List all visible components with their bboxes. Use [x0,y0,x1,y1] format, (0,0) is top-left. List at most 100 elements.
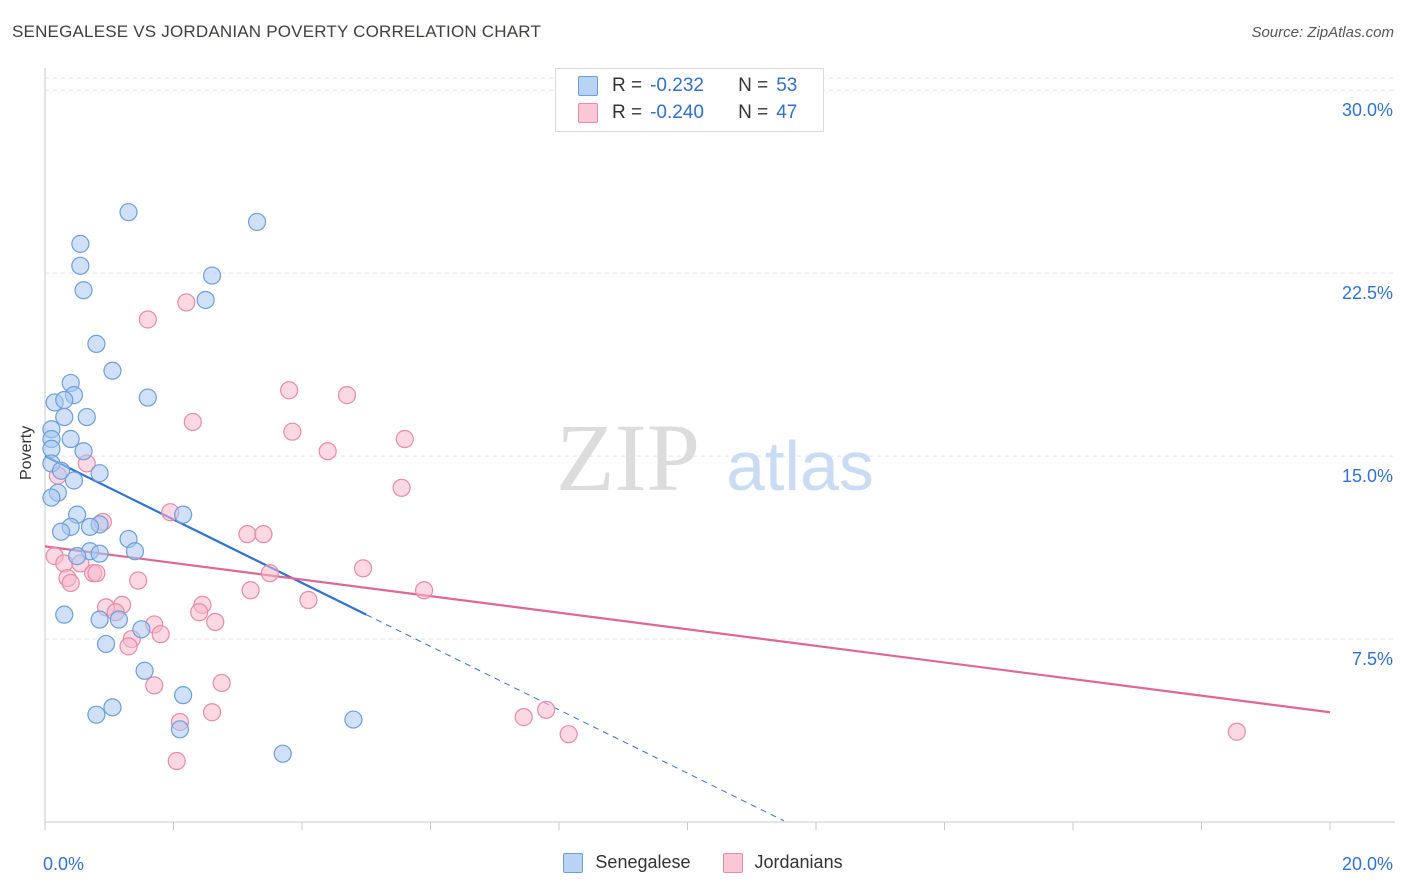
jordanian-point [280,381,299,400]
senegalese-point [87,334,106,353]
senegalese-point [109,610,128,629]
senegalese-point [61,429,80,449]
senegalese-point [55,605,74,624]
senegalese-point [202,266,222,285]
legend-row-senegalese: R = -0.232 N = 53 [578,74,797,98]
source-label: Source: ZipAtlas.com [1251,24,1394,41]
jordanian-point [206,612,225,632]
senegalese-point [51,461,71,480]
senegalese-point [68,547,87,566]
legend-n-value: 47 [776,102,798,123]
watermark: ZIP atlas [556,404,874,511]
axes [44,68,1395,830]
senegalese-point [87,705,106,724]
legend-swatch-jordanians [578,103,598,123]
senegalese-point [103,361,122,380]
senegalese-point [42,488,61,507]
correlation-legend: R = -0.232 N = 53 R = -0.240 N = 47 [555,68,824,132]
jordanian-point [318,442,337,461]
series-legend: Senegalese Jordanians [0,852,1406,873]
chart-title: SENEGALESE VS JORDANIAN POVERTY CORRELAT… [12,22,542,41]
senegalese-point [74,442,93,461]
legend-r-label: R = [612,102,643,123]
jordanian-point [392,478,411,497]
jordanian-point [238,525,257,544]
senegalese-point [119,203,138,222]
y-tick-label: 22.5% [1342,283,1393,303]
jordanian-point [559,725,578,744]
watermark-atlas: atlas [726,427,874,505]
jordanian-point [337,386,357,405]
legend-swatch-jordanians [722,852,743,873]
senegalese-point [90,610,109,629]
senegalese-point [125,542,145,561]
senegalese-point [55,390,74,410]
jordanian-point [129,571,148,590]
senegalese-point [51,522,71,541]
legend-swatch-senegalese [563,852,584,873]
jordanian-point [241,581,260,600]
legend-n-label: N = [738,75,769,96]
jordanian-point [183,412,202,432]
jordanian-point [202,703,222,722]
y-tick-label: 7.5% [1352,649,1393,669]
jordanian-point [395,429,414,449]
senegalese-point [71,256,90,275]
senegalese-point [96,634,116,654]
jordanian-point [145,676,164,695]
senegalese-point [196,290,215,310]
jordanian-point [353,559,373,578]
trend-lines [44,455,1331,822]
legend-swatch-senegalese [578,76,598,96]
jordanian-point [61,573,80,593]
watermark-zip: ZIP [556,404,700,511]
y-tick-label: 30.0% [1342,100,1393,120]
senegalese-point [132,620,151,639]
senegalese-point [55,407,74,427]
senegalese-point [80,517,100,536]
jordanian-trend-line [44,545,1331,714]
legend-label-jordanians: Jordanians [754,852,843,872]
jordanian-point [138,310,157,329]
legend-label-senegalese: Senegalese [595,852,691,872]
jordanian-point [190,603,209,622]
jordanian-point [299,590,318,610]
jordanian-point [119,637,138,656]
senegalese-trend-line [44,455,367,616]
jordanian-point [254,525,273,544]
senegalese-point [77,407,96,427]
legend-n-value: 53 [776,75,798,96]
jordanian-point [151,625,170,644]
legend-item-jordanians: Jordanians [722,852,843,873]
senegalese-point [344,710,363,729]
senegalese-point [170,720,190,739]
jordanian-point [212,673,231,693]
data-points [42,203,1246,771]
legend-r-value: -0.232 [650,75,704,96]
senegalese-trend-extension [366,614,785,822]
jordanian-point [283,422,302,441]
jordanian-point [514,708,533,727]
jordanian-point [537,700,556,719]
x-tick-label: 20.0% [1342,854,1393,874]
jordanian-point [260,564,279,583]
senegalese-point [138,388,157,407]
tick-labels: 7.5% 15.0% 22.5% 30.0% 0.0% 20.0% [43,100,1393,874]
legend-n-label: N = [738,102,769,123]
jordanian-point [177,293,196,312]
senegalese-point [71,234,90,253]
jordanian-point [167,751,186,771]
legend-r-value: -0.240 [650,102,704,123]
senegalese-point [174,505,193,524]
senegalese-point [64,471,84,490]
jordanian-point [87,564,106,583]
legend-row-jordanians: R = -0.240 N = 47 [578,101,797,125]
x-tick-label: 0.0% [43,854,84,874]
jordanian-point [1227,722,1246,741]
legend-item-senegalese: Senegalese [563,852,691,873]
senegalese-point [90,544,109,563]
legend-r-label: R = [612,75,643,96]
senegalese-point [74,281,93,300]
senegalese-point [90,464,109,483]
